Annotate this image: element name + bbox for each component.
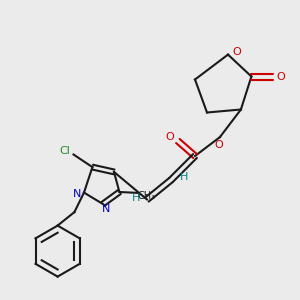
Text: CH₃: CH₃ <box>138 191 156 201</box>
Text: N: N <box>73 189 82 199</box>
Text: O: O <box>214 140 223 150</box>
Text: O: O <box>165 132 174 142</box>
Text: H: H <box>180 172 189 182</box>
Text: Cl: Cl <box>59 146 70 156</box>
Text: N: N <box>102 203 111 214</box>
Text: O: O <box>232 46 242 57</box>
Text: O: O <box>276 71 285 82</box>
Text: H: H <box>132 193 141 203</box>
